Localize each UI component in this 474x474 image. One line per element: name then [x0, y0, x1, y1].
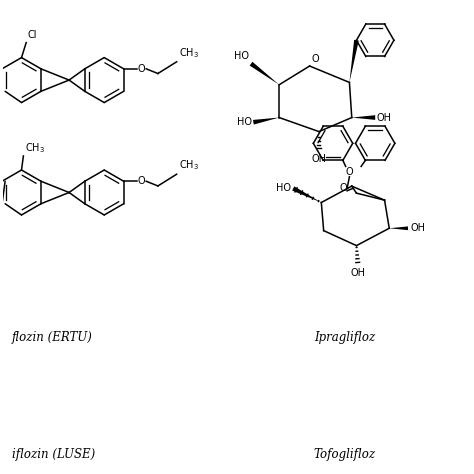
Polygon shape: [389, 227, 408, 230]
Text: HO: HO: [237, 117, 252, 127]
Text: Tofoglifloz: Tofoglifloz: [314, 448, 376, 461]
Polygon shape: [250, 62, 279, 85]
Text: O: O: [346, 167, 353, 177]
Text: OH: OH: [377, 112, 392, 123]
Text: O: O: [340, 182, 347, 192]
Text: O: O: [137, 64, 146, 74]
Polygon shape: [292, 186, 321, 202]
Text: CH$_3$: CH$_3$: [179, 159, 199, 173]
Text: OH: OH: [410, 223, 425, 233]
Polygon shape: [253, 118, 279, 125]
Polygon shape: [349, 40, 359, 82]
Polygon shape: [352, 115, 375, 120]
Text: CH$_3$: CH$_3$: [25, 141, 45, 155]
Text: HO: HO: [234, 51, 249, 61]
Text: Ipraglifloz: Ipraglifloz: [314, 331, 375, 344]
Text: iflozin (LUSE): iflozin (LUSE): [12, 448, 95, 461]
Text: flozin (ERTU): flozin (ERTU): [12, 331, 93, 344]
Text: Cl: Cl: [27, 30, 37, 40]
Text: HO: HO: [276, 183, 291, 193]
Text: CH$_3$: CH$_3$: [179, 46, 199, 60]
Text: O: O: [137, 176, 146, 186]
Text: OH: OH: [311, 154, 327, 164]
Text: O: O: [312, 54, 319, 64]
Text: OH: OH: [350, 268, 365, 278]
